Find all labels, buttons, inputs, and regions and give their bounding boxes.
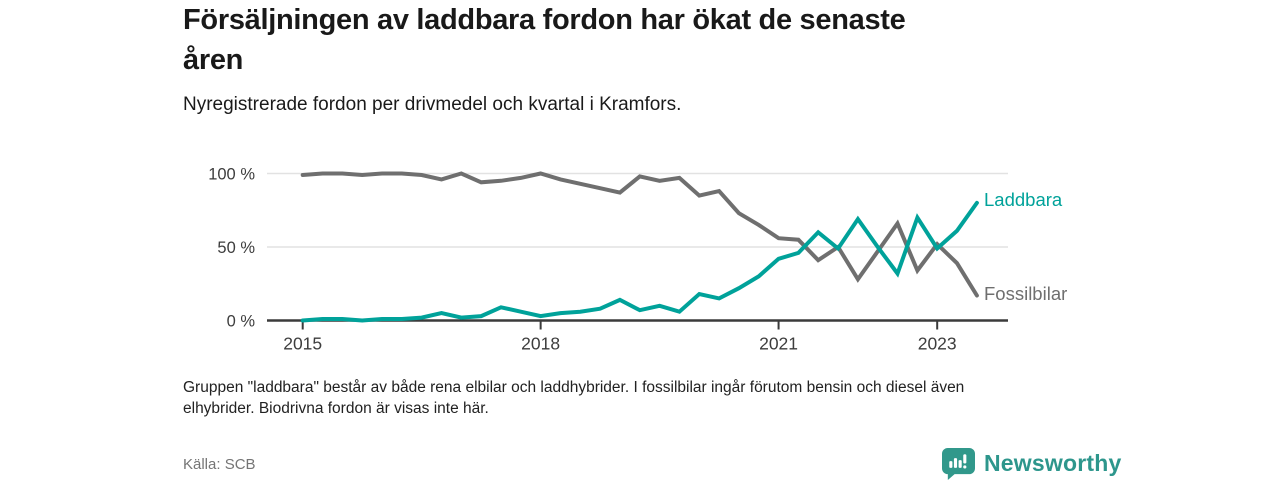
bar-chart-speech-bubble-icon — [942, 447, 975, 480]
y-tick-label: 50 % — [217, 239, 255, 257]
series-line-fossilbilar[interactable] — [300, 171, 979, 298]
chart-subtitle: Nyregistrerade fordon per drivmedel och … — [183, 94, 682, 115]
x-tick-label: 2021 — [759, 334, 798, 354]
series-line-laddbara[interactable] — [300, 200, 979, 323]
x-tick-label: 2015 — [283, 334, 322, 354]
chart-footnote-line2: elhybrider. Biodrivna fordon är visas in… — [183, 400, 489, 417]
series-label-fossilbilar: Fossilbilar — [984, 283, 1068, 304]
series-label-laddbara: Laddbara — [984, 189, 1063, 210]
page-title: Försäljningen av laddbara fordon har öka… — [183, 4, 906, 36]
x-tick-label: 2023 — [918, 334, 957, 354]
chart-footnote: Gruppen "laddbara" består av både rena e… — [183, 379, 965, 396]
page-title-line2: åren — [183, 44, 244, 76]
newsworthy-logo[interactable]: Newsworthy — [941, 446, 1121, 480]
brand-name: Newsworthy — [984, 449, 1122, 476]
x-tick-label: 2018 — [521, 334, 560, 354]
y-tick-label: 0 % — [227, 313, 256, 331]
y-tick-label: 100 % — [208, 166, 255, 184]
source-attribution: Källa: SCB — [183, 456, 256, 473]
